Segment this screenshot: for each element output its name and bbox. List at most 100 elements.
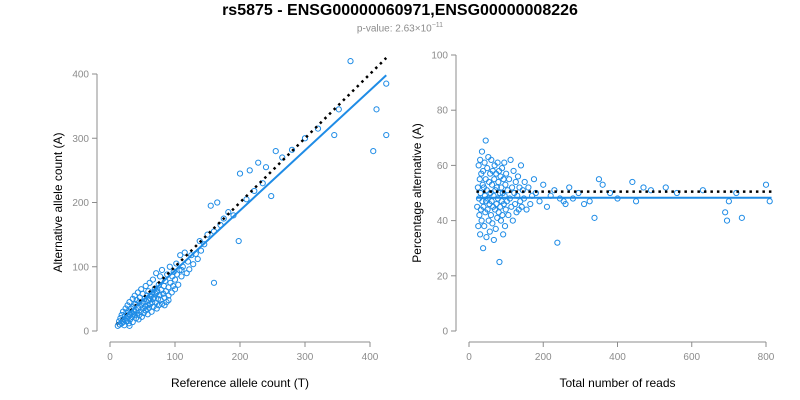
data-point — [478, 148, 486, 155]
data-point — [722, 209, 729, 216]
data-point — [496, 258, 503, 266]
data-point — [130, 311, 137, 318]
data-point — [502, 181, 509, 188]
data-point — [543, 203, 551, 210]
expected-ratio-line — [115, 57, 388, 326]
data-point — [153, 305, 160, 312]
y-tick-label: 0 — [83, 327, 89, 338]
data-point — [201, 241, 208, 248]
data-point — [484, 206, 491, 213]
fit-line — [115, 74, 387, 326]
data-point — [186, 266, 193, 273]
data-point — [347, 58, 354, 65]
data-point — [474, 184, 482, 191]
data-point — [488, 156, 495, 163]
data-point — [554, 239, 561, 246]
x-axis-label: Total number of reads — [559, 376, 675, 390]
data-point — [632, 198, 640, 205]
data-point — [481, 159, 488, 166]
data-point — [501, 159, 508, 166]
data-point — [498, 184, 505, 191]
data-point — [521, 178, 528, 186]
y-tick-label: 80 — [437, 106, 449, 117]
data-point — [511, 200, 519, 208]
data-point — [173, 260, 180, 267]
data-point — [383, 131, 390, 139]
data-point — [177, 252, 184, 259]
data-point — [525, 184, 532, 191]
data-point — [580, 200, 588, 208]
data-point — [482, 137, 489, 144]
data-point — [142, 282, 149, 290]
data-point — [129, 295, 136, 302]
data-point — [153, 270, 160, 277]
data-point — [373, 106, 380, 113]
data-point — [288, 146, 296, 153]
y-axis-label: Alternative allele count (A) — [51, 132, 65, 272]
data-point — [178, 266, 185, 274]
data-point — [514, 173, 522, 180]
x-tick-label: 200 — [535, 352, 552, 363]
data-point — [486, 228, 493, 235]
data-point — [126, 322, 133, 329]
data-point — [480, 167, 487, 175]
data-point — [512, 178, 519, 186]
data-point — [123, 317, 131, 324]
data-point — [163, 298, 170, 306]
data-point — [301, 135, 309, 142]
data-point — [493, 184, 500, 191]
data-point — [647, 187, 655, 194]
y-tick-label: 60 — [437, 161, 449, 172]
data-point — [268, 192, 275, 200]
y-tick-label: 300 — [72, 134, 89, 145]
data-point — [662, 184, 669, 191]
data-point — [540, 181, 547, 188]
data-point — [156, 273, 164, 280]
data-point — [499, 211, 506, 219]
x-tick-label: 400 — [362, 352, 379, 363]
data-point — [725, 198, 732, 205]
data-point — [204, 231, 211, 238]
data-point — [335, 106, 342, 113]
data-point — [175, 281, 182, 288]
y-tick-label: 400 — [72, 70, 89, 81]
data-point — [586, 198, 593, 205]
data-point — [494, 159, 501, 166]
data-point — [518, 203, 525, 210]
y-tick-label: 40 — [437, 216, 449, 227]
plot-allele-counts: 0 100 200 300 400 0 100 200 300 400 Reference alle… — [51, 57, 390, 390]
data-point — [536, 198, 543, 205]
data-point — [479, 181, 486, 188]
data-point — [314, 125, 322, 132]
y-tick-label: 200 — [72, 198, 89, 209]
y-tick-label: 0 — [442, 327, 448, 338]
x-tick-label: 600 — [683, 352, 700, 363]
data-point — [509, 217, 516, 224]
data-point — [503, 170, 510, 177]
data-point — [629, 178, 636, 186]
data-point — [477, 156, 484, 163]
data-point — [575, 189, 582, 197]
data-point — [482, 176, 489, 183]
data-point — [147, 295, 154, 302]
data-point — [161, 302, 168, 309]
data-point — [220, 215, 227, 222]
data-point — [599, 181, 606, 188]
data-point — [171, 276, 179, 283]
x-tick-label: 0 — [466, 352, 472, 363]
data-point — [124, 302, 131, 309]
data-point — [158, 266, 166, 274]
data-point — [492, 225, 499, 232]
data-point — [496, 189, 503, 197]
data-point — [149, 295, 156, 302]
data-point — [235, 237, 242, 245]
data-point — [480, 203, 487, 210]
data-point — [475, 223, 482, 230]
data-point — [766, 198, 773, 205]
data-point — [673, 189, 681, 197]
data-point — [210, 279, 218, 286]
chart-title: rs5875 - ENSG00000060971,ENSG00000008226 — [222, 2, 578, 19]
data-point — [517, 162, 525, 169]
data-point — [331, 131, 338, 139]
data-point — [153, 289, 160, 296]
